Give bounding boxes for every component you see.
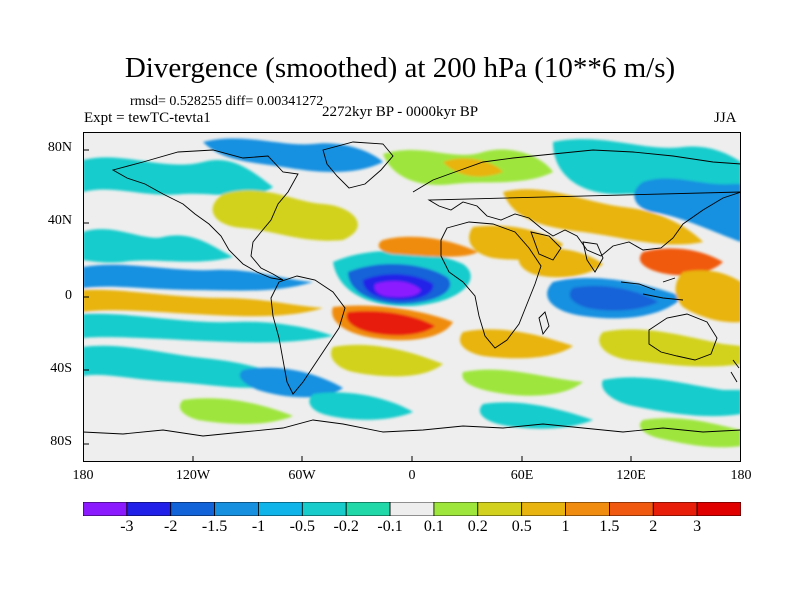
stats-text: rmsd= 0.528255 diff= 0.00341272 [130,94,324,109]
coastline-africa [440,221,542,349]
y-tick-label-80s: 80S [50,434,72,449]
x-tick-label-120w: 120W [175,468,211,483]
y-tick-label-0: 0 [65,288,72,303]
colorbar-level-label: 1 [561,518,570,535]
divergence-patch [83,264,313,291]
period-label: 2272kyr BP - 0000kyr BP [322,104,479,120]
colorbar-level-label: -0.2 [333,518,359,535]
divergence-patch [83,289,323,317]
colorbar-swatch [433,502,479,516]
colorbar-swatch [565,502,610,516]
divergence-patch [179,398,293,424]
coastline-antarctica [83,419,741,437]
colorbar-level-label: -0.5 [289,518,315,535]
divergence-patch [239,367,343,398]
divergence-patch [599,329,741,367]
map-border [83,132,741,462]
coastline-north-america [111,149,299,281]
divergence-patch [203,138,383,172]
divergence-map [83,132,741,462]
coastline-madagascar [538,311,550,336]
coastline-indonesia [620,277,684,301]
colorbar-level-label: 2 [649,518,658,535]
colorbar-level-label: 3 [693,518,702,535]
colorbar-level-label: 0.2 [467,518,488,535]
x-tick-label-180e: 180 [730,468,752,483]
colorbar-level-label: -2 [164,518,178,535]
colorbar-level-label: -1 [251,518,266,535]
divergence-patch [443,158,503,177]
continent-outlines [83,141,741,437]
x-tick-label-180w: 180 [72,468,94,483]
colorbar-swatch [170,502,216,516]
season-label: JJA [714,110,737,126]
x-tick-label-60e: 60E [510,468,534,483]
divergence-patch [639,418,741,448]
colorbar-swatch [214,502,259,516]
colorbar-level-label: -1.5 [201,518,228,535]
divergence-patch [374,281,421,298]
divergence-patch [503,189,703,245]
colorbar-swatch [345,502,391,516]
divergence-patch [83,229,233,263]
y-tick-label-40n: 40N [47,213,72,228]
colorbar-swatch [521,502,566,516]
y-tick-label-40s: 40S [50,361,72,376]
divergence-patch [675,270,741,323]
chart-title: Divergence (smoothed) at 200 hPa (10**6 … [124,52,676,84]
colorbar-level-label: 0.5 [511,518,532,535]
colorbar-swatch [652,502,698,516]
divergence-patch [212,190,358,241]
x-tick-label-120e: 120E [616,468,646,483]
coastline-eurasia [412,149,741,257]
experiment-label: Expt = tewTC-tevta1 [84,110,211,126]
divergence-patch [83,313,333,343]
colorbar-swatch [477,502,523,516]
colorbar-swatch [126,502,172,516]
y-tick-label-80n: 80N [47,140,72,155]
coastline-india [582,241,604,273]
colorbar [83,502,741,516]
divergence-patch [378,236,478,257]
coastline-arabia [530,231,562,261]
x-tick-label-0: 0 [408,468,416,483]
colorbar-swatch [609,502,654,516]
colorbar-level-label: -0.1 [377,518,403,535]
divergence-patch [479,402,593,429]
divergence-patch [462,369,583,396]
colorbar-swatch [258,502,303,516]
divergence-patch [569,285,658,311]
colorbar-swatch [301,502,347,516]
divergence-patch [602,377,741,417]
coastline-new-zealand [730,359,740,383]
colorbar-level-label: 0.1 [423,518,444,535]
colorbar-swatch [389,502,435,516]
divergence-patch [309,392,413,420]
colorbar-level-label: 1.5 [599,518,620,535]
divergence-patch [331,344,443,377]
colorbar-swatch [696,502,741,516]
divergence-patch [639,248,723,276]
divergence-patch [346,310,435,336]
coastline-south-america [270,275,346,395]
colorbar-swatch [83,502,128,516]
coastline-australia [648,313,718,361]
x-tick-label-60w: 60W [288,468,316,483]
divergence-patch [83,157,273,196]
coastline-greenland [322,141,394,189]
colorbar-level-label: -3 [120,518,134,535]
divergence-patch [459,329,573,359]
